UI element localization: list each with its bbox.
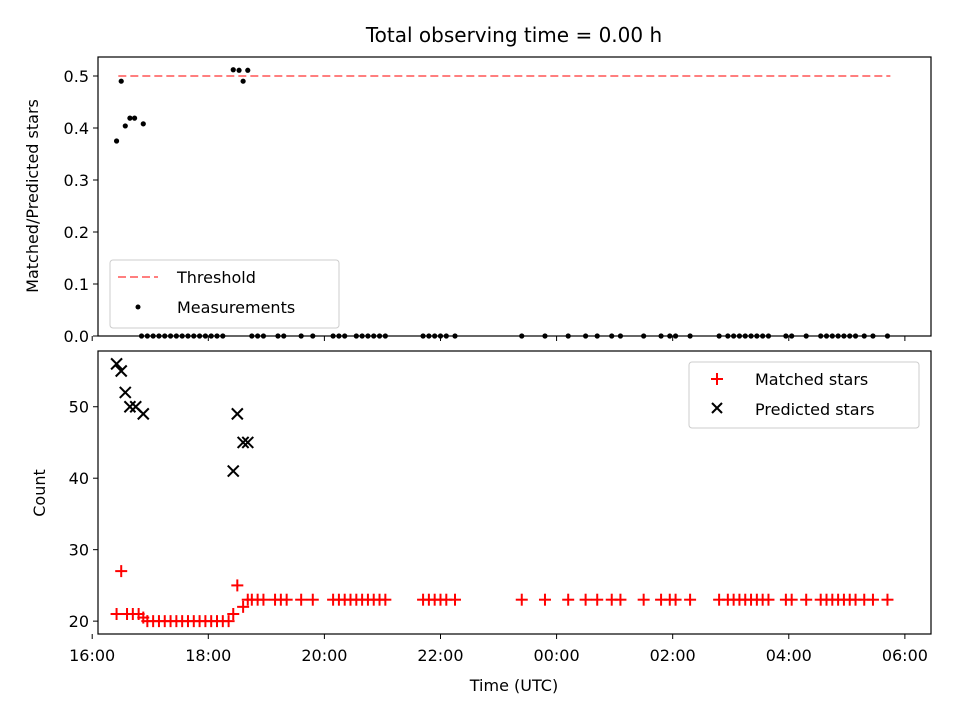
matched-star-marker [881, 593, 894, 606]
top-ytick-label: 0.1 [64, 275, 89, 294]
bottom-panel-frame [97, 350, 932, 635]
matched-star-marker [515, 593, 528, 606]
matched-star-marker [110, 607, 123, 620]
matched-star-marker [449, 593, 461, 606]
measurement-point [118, 78, 124, 84]
top-legend-box [109, 259, 340, 329]
matched-legend-swatch [711, 373, 723, 385]
matched-star-marker [866, 593, 879, 606]
top-ytick-label: 0.4 [64, 119, 89, 138]
bottom-xtick-label: 16:00 [69, 646, 115, 665]
predicted-stars-points [110, 357, 254, 478]
matched-star-marker [231, 579, 244, 592]
threshold-legend-label: Threshold [176, 268, 256, 287]
bottom-ytick-label: 20 [69, 612, 89, 631]
predicted-star-marker [231, 407, 244, 421]
matched-star-marker [637, 593, 650, 606]
bottom-xtick-label: 18:00 [185, 646, 231, 665]
predicted-star-marker [115, 364, 128, 378]
measurement-point [245, 67, 251, 73]
bottom-panel: 20 30 40 50 16:00 18:00 20:00 22:00 00:00 02:00 0… [30, 350, 932, 695]
bottom-xtick-label: 04:00 [766, 646, 812, 665]
matched-star-marker [669, 593, 682, 606]
matched-star-marker [257, 593, 270, 606]
matched-star-marker [227, 607, 240, 620]
bottom-ylabel: Count [30, 469, 49, 517]
predicted-star-marker [241, 436, 254, 449]
matched-star-marker [785, 593, 798, 606]
top-ytick-label: 0.0 [64, 327, 89, 346]
measurement-point [131, 115, 138, 121]
matched-legend-label: Matched stars [755, 370, 868, 389]
bottom-legend-box [688, 361, 920, 429]
bottom-ytick-label: 50 [69, 398, 89, 417]
predicted-star-marker [110, 357, 123, 371]
top-ylabel: Matched/Predicted stars [23, 99, 42, 293]
measurement-point [236, 67, 242, 73]
matched-star-marker [237, 600, 250, 613]
matched-star-marker [562, 593, 575, 606]
matched-star-marker [614, 593, 627, 606]
bottom-xtick-label: 22:00 [417, 646, 463, 665]
predicted-star-marker [137, 407, 150, 421]
top-ytick-label: 0.5 [64, 67, 89, 86]
predicted-legend-swatch [711, 402, 723, 414]
bottom-xtick-label: 02:00 [650, 646, 696, 665]
predicted-star-marker [123, 400, 137, 413]
top-panel-frame [97, 56, 932, 337]
matched-star-marker [306, 593, 319, 606]
matched-star-marker [762, 593, 775, 606]
bottom-xtick-label: 20:00 [301, 646, 347, 665]
matched-star-marker [222, 615, 235, 628]
measurements-legend-swatch [135, 304, 141, 310]
measurement-point [113, 138, 120, 144]
predicted-star-marker [119, 386, 132, 399]
top-ytick-label: 0.3 [64, 171, 89, 190]
top-ytick-label: 0.2 [64, 223, 89, 242]
predicted-star-marker [236, 436, 250, 449]
bottom-xtick-label: 00:00 [534, 646, 580, 665]
top-panel: 0.0 0.1 0.2 0.3 0.4 0.5 Matched/Predicted sta… [23, 56, 932, 346]
bottom-xtick-label: 06:00 [882, 646, 928, 665]
matched-star-marker [379, 593, 392, 606]
matched-star-marker [115, 565, 128, 578]
bottom-legend: Matched stars Predicted stars [688, 361, 920, 429]
predicted-legend-label: Predicted stars [755, 400, 875, 419]
matched-star-marker [280, 593, 293, 606]
bottom-ytick-label: 40 [69, 469, 89, 488]
measurement-point [230, 67, 236, 73]
matched-star-marker [800, 593, 813, 606]
matched-star-marker [538, 593, 551, 606]
matched-star-marker [579, 593, 592, 606]
matched-stars-points [110, 565, 894, 628]
measurement-point [140, 121, 146, 127]
matched-star-marker [591, 593, 604, 606]
top-legend: Threshold Measurements [109, 259, 340, 329]
predicted-star-marker [227, 464, 240, 478]
matched-star-marker [295, 593, 308, 606]
bottom-xlabel: Time (UTC) [469, 676, 558, 695]
measurement-point [122, 123, 128, 129]
chart-title: Total observing time = 0.00 h [365, 23, 662, 47]
matched-star-marker [684, 593, 697, 606]
measurements-legend-label: Measurements [177, 298, 295, 317]
measurement-point [127, 115, 133, 121]
measurement-point [240, 78, 246, 84]
bottom-ytick-label: 30 [69, 541, 89, 560]
